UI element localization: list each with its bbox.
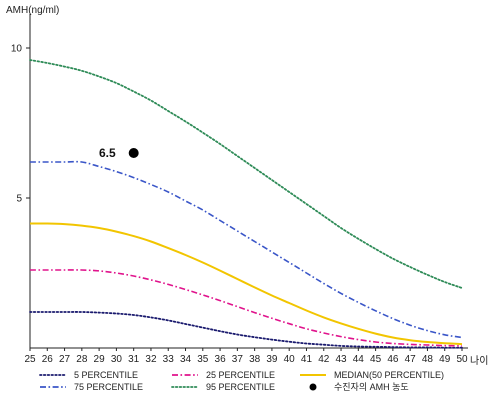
legend-item-4: 95 PERCENTILE (171, 382, 275, 392)
x-axis-title: 나이 (470, 355, 488, 367)
legend-label: 75 PERCENTILE (74, 382, 143, 392)
x-tick-label: 28 (76, 354, 88, 365)
x-tick-label: 31 (128, 354, 140, 365)
y-tick-label: 10 (11, 44, 23, 55)
patient-amh-value-label: 6.5 (99, 146, 116, 160)
legend-marker (309, 383, 317, 391)
x-tick-label: 44 (353, 354, 365, 365)
x-tick-label: 45 (370, 354, 382, 365)
legend-item-1: 25 PERCENTILE (172, 370, 275, 380)
series-line-0 (29, 311, 463, 349)
x-tick-label: 37 (232, 354, 244, 365)
y-axis-title: AMH(ng/ml) (6, 5, 59, 16)
legend-label: 25 PERCENTILE (206, 370, 275, 380)
x-tick-label: 41 (301, 354, 313, 365)
series-line-2 (29, 222, 463, 346)
x-tick-label: 48 (422, 354, 434, 365)
series-line-3 (30, 160, 463, 339)
legend-item-0: 5 PERCENTILE (39, 370, 138, 380)
x-tick-label: 36 (215, 354, 227, 365)
x-tick-label: 43 (335, 354, 347, 365)
legend-label: 수진자의 AMH 농도 (334, 382, 409, 392)
legend-label: 5 PERCENTILE (74, 370, 138, 380)
points-layer: 6.5 (99, 146, 139, 160)
x-tick-label: 40 (284, 354, 296, 365)
x-tick-label: 34 (180, 354, 192, 365)
y-tick-label: 5 (16, 194, 22, 205)
x-tick-label: 27 (59, 354, 71, 365)
axes: 5 10 25 26 27 28 29 30 31 32 33 34 35 36 37 38 39 40 41 42 4… (11, 14, 468, 365)
patient-amh-point (128, 148, 139, 158)
legend-label: MEDIAN(50 PERCENTILE) (334, 370, 444, 380)
legend-item-2: MEDIAN(50 PERCENTILE) (300, 370, 444, 380)
series-line-4 (29, 59, 463, 289)
x-tick-label: 42 (318, 354, 330, 365)
x-tick-label: 26 (42, 354, 54, 365)
x-tick-label: 49 (439, 354, 451, 365)
x-tick-label: 25 (24, 354, 36, 365)
series-layer (29, 59, 463, 349)
x-tick-label: 38 (249, 354, 261, 365)
x-tick-label: 32 (145, 354, 157, 365)
x-tick-label: 30 (111, 354, 123, 365)
x-tick-label: 46 (387, 354, 399, 365)
series-line-1 (30, 269, 463, 347)
x-tick-label: 29 (94, 354, 106, 365)
legend-item-3: 75 PERCENTILE (40, 382, 143, 392)
x-tick-label: 39 (266, 354, 278, 365)
x-tick-label: 50 (456, 354, 468, 365)
x-tick-label: 47 (405, 354, 417, 365)
legend-label: 95 PERCENTILE (206, 382, 275, 392)
legend-item-5: 수진자의 AMH 농도 (309, 382, 409, 392)
legend: 5 PERCENTILE 75 PERCENTILE 25 PERCENTILE 95… (39, 370, 444, 392)
x-tick-label: 35 (197, 354, 209, 365)
x-tick-label: 33 (163, 354, 175, 365)
